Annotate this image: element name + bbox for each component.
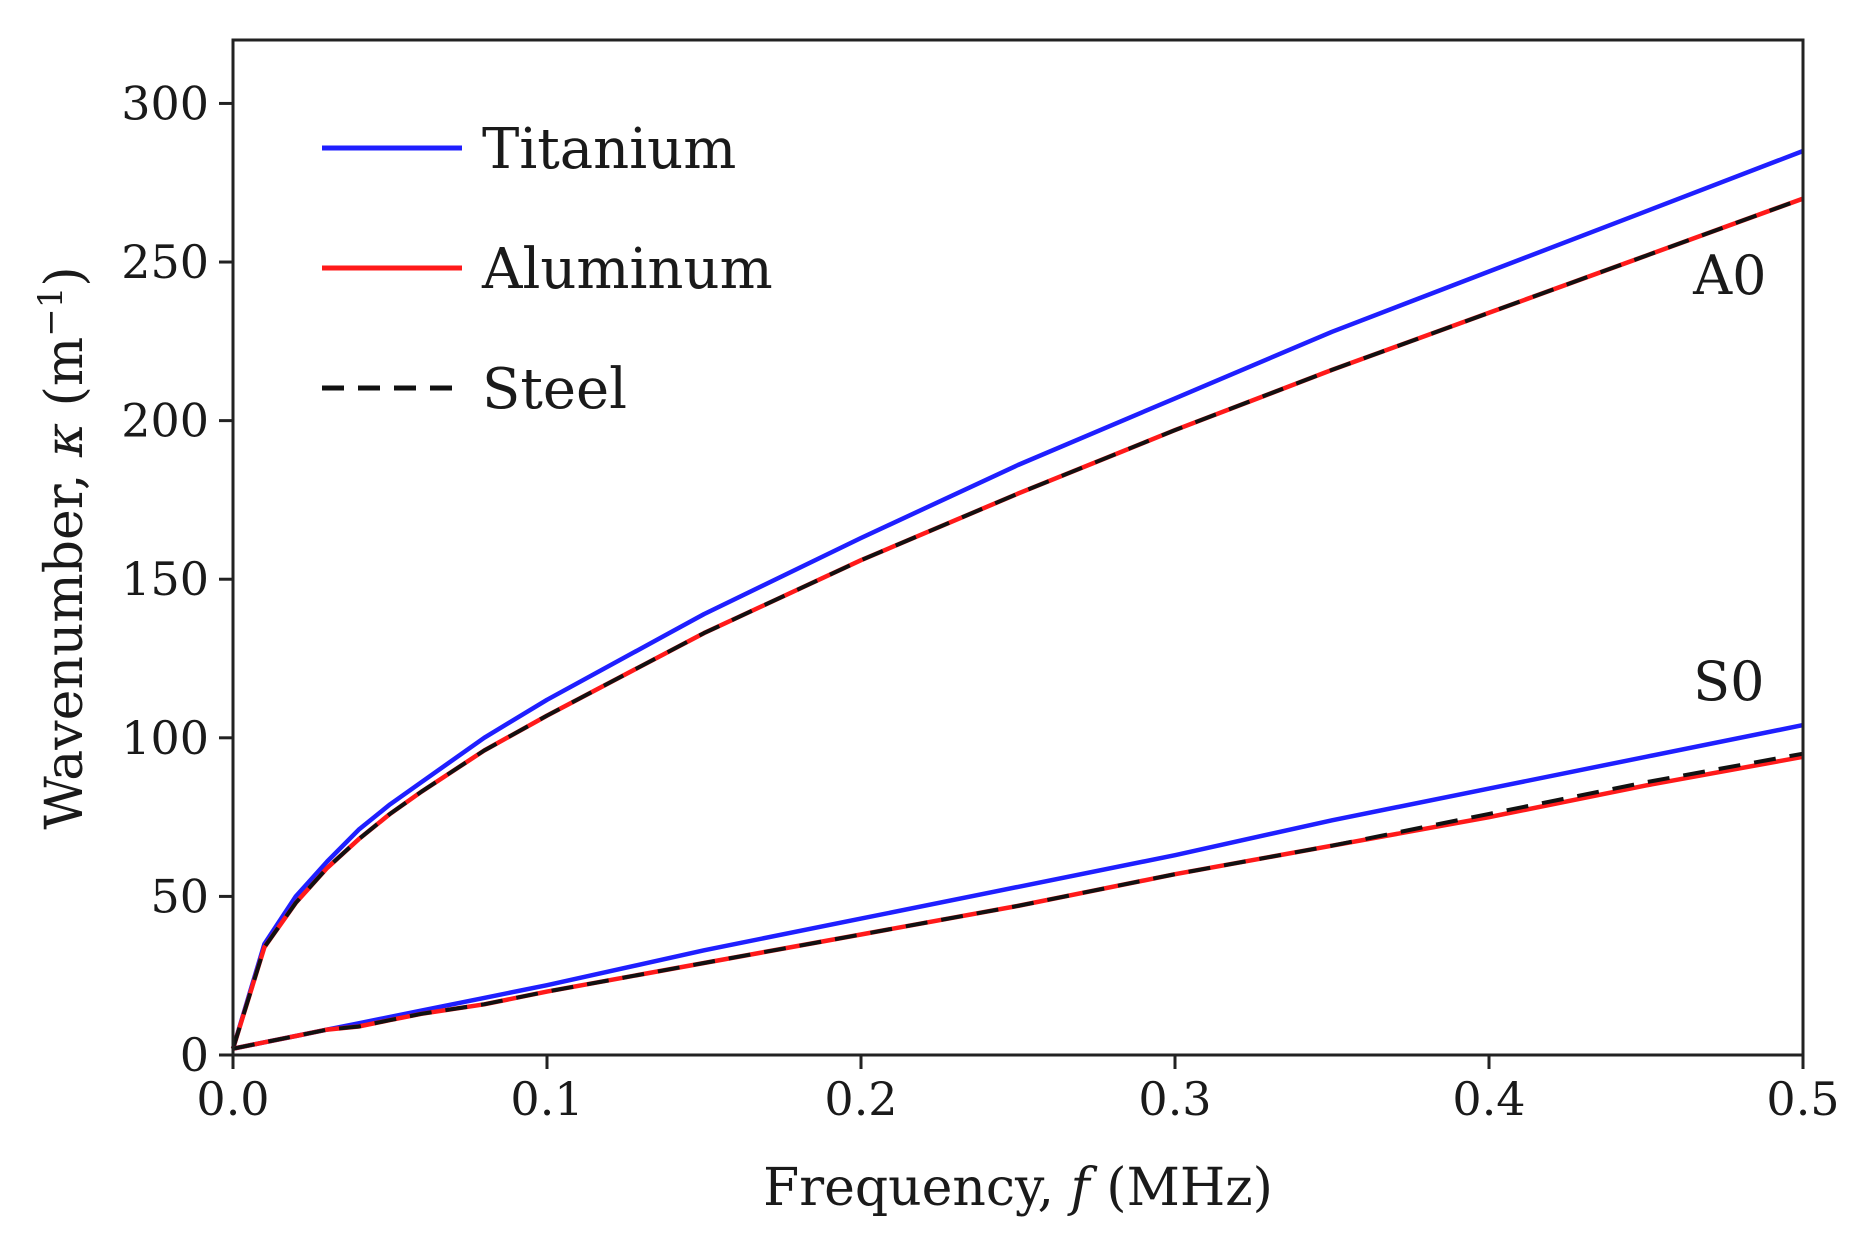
- y-tick-label-300: 300: [121, 76, 209, 130]
- legend-label-steel: Steel: [482, 357, 627, 422]
- mode-annotations: A0 S0: [1692, 244, 1766, 713]
- y-axis-ticks: 0 50 100 150 200 250 300: [121, 76, 233, 1082]
- series-line-titanium-a0: [230, 148, 1804, 1050]
- y-tick-label-100: 100: [121, 711, 209, 765]
- series-line-steel-a0: [231, 196, 1804, 1050]
- x-tick-label-0-3: 0.3: [1138, 1072, 1211, 1126]
- y-tick-label-50: 50: [150, 869, 209, 923]
- legend-label-aluminum: Aluminum: [481, 237, 773, 302]
- legend: Titanium Aluminum Steel: [322, 117, 773, 422]
- plot-lines: [230, 148, 1804, 1051]
- x-axis-title: Frequency, f (MHz): [763, 1158, 1273, 1218]
- x-tick-label-0-4: 0.4: [1452, 1072, 1525, 1126]
- legend-label-titanium: Titanium: [482, 117, 736, 182]
- y-axis-title: Wavenumber, κ (m−1): [31, 266, 95, 829]
- x-tick-label-0-0: 0.0: [196, 1072, 269, 1126]
- x-tick-label-0-2: 0.2: [824, 1072, 897, 1126]
- y-tick-label-0: 0: [180, 1028, 209, 1082]
- y-tick-label-200: 200: [121, 394, 209, 448]
- plot-frame: [231, 38, 1805, 1057]
- annotation-s0: S0: [1693, 650, 1764, 713]
- y-tick-label-250: 250: [121, 235, 209, 289]
- series-line-steel-s0: [232, 751, 1804, 1051]
- x-tick-label-0-1: 0.1: [510, 1072, 583, 1126]
- y-tick-label-150: 150: [121, 552, 209, 606]
- annotation-a0: A0: [1692, 244, 1766, 307]
- x-axis-ticks: 0.0 0.1 0.2 0.3 0.4 0.5: [196, 1055, 1840, 1126]
- x-tick-label-0-5: 0.5: [1766, 1072, 1839, 1126]
